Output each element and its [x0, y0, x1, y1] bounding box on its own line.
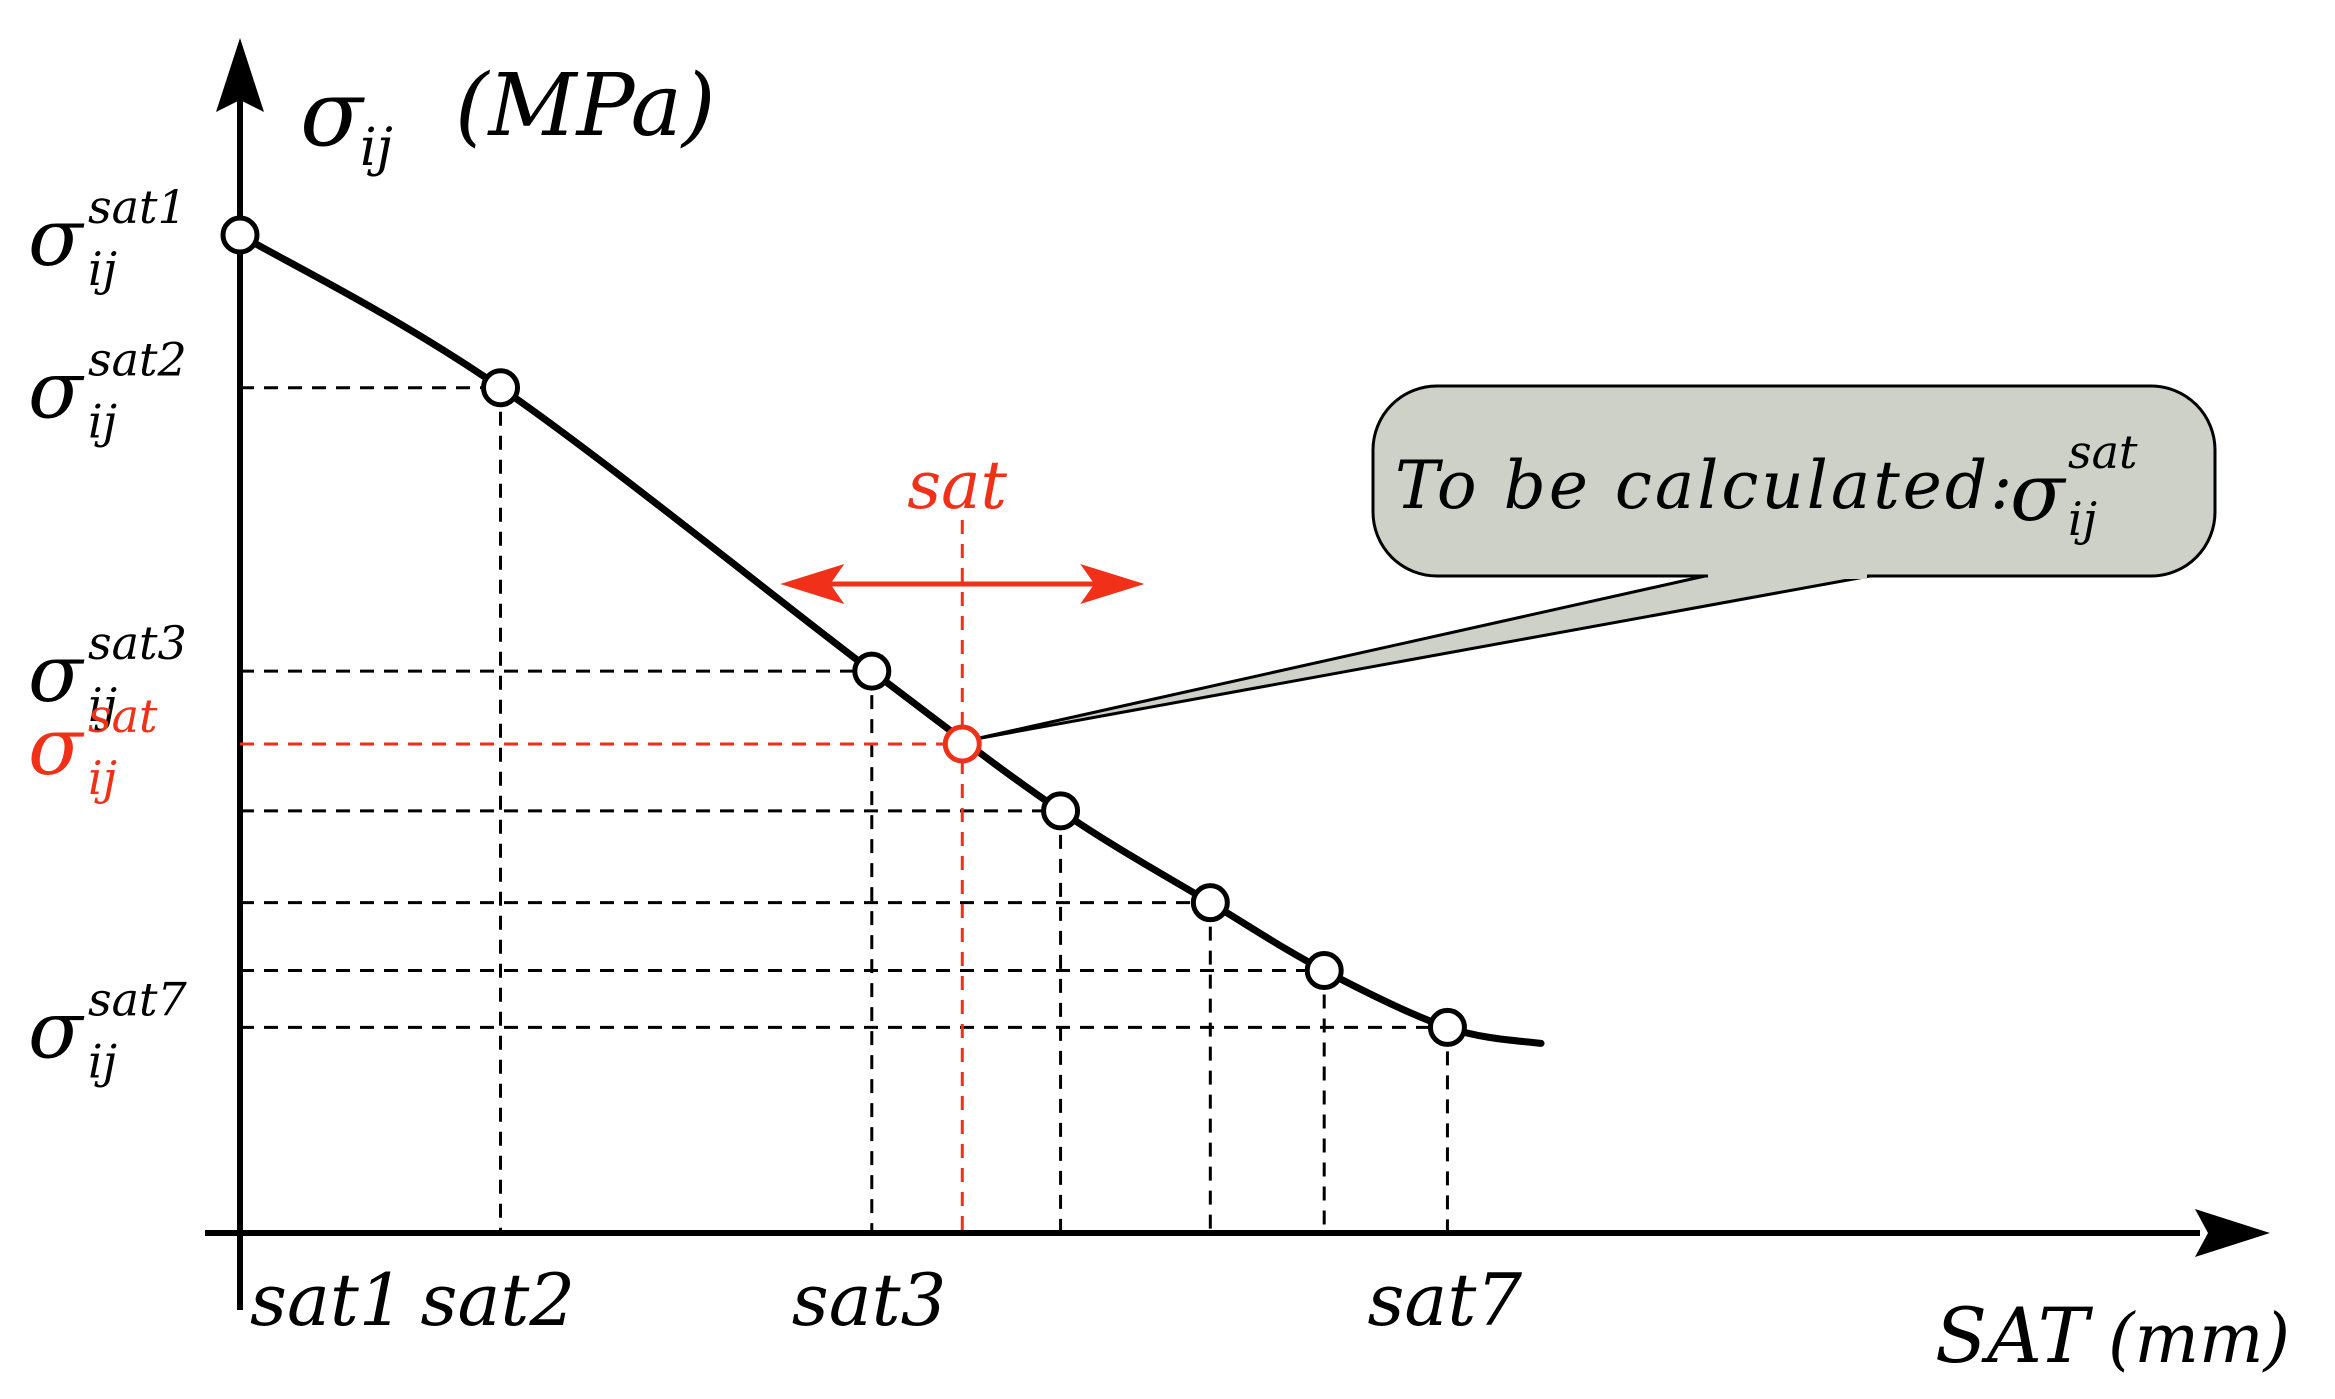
- guide-lines: [240, 386, 1449, 1233]
- x-axis-arrowhead: [2195, 1209, 2270, 1257]
- x-label-sat7: sat7: [1367, 1258, 1522, 1342]
- y-axis-symbol: σ: [300, 60, 365, 167]
- y-label-sat3-superscript: sat3: [88, 616, 187, 670]
- callout-symbol: σ: [2010, 446, 2067, 539]
- x-axis-labels: sat1 sat2 sat3 sat7: [250, 1258, 1522, 1342]
- y-label-sat7-subscript: ij: [88, 1034, 117, 1088]
- stress-curve: [236, 231, 1545, 1047]
- target-indicator: sat: [780, 447, 1145, 604]
- y-label-sat2: σ sat2 ij: [28, 333, 187, 449]
- target-arrow-left-head: [780, 564, 845, 604]
- axes: [205, 38, 2270, 1310]
- callout-tail: [968, 574, 1872, 742]
- y-label-sat1-superscript: sat1: [88, 180, 187, 234]
- y-label-sat3-subscript: ij: [88, 678, 117, 732]
- y-label-target: σ sat ij: [28, 689, 158, 805]
- x-label-sat1: sat1: [250, 1258, 405, 1342]
- y-label-sat3: σ sat3 ij: [28, 616, 187, 732]
- target-arrow-right-head: [1080, 564, 1145, 604]
- marker-sat7: [1427, 1007, 1467, 1047]
- y-label-target-subscript: ij: [88, 751, 117, 805]
- marker-sat6: [1304, 951, 1344, 991]
- marker-target: [942, 724, 982, 764]
- y-label-target-symbol: σ: [28, 700, 85, 793]
- y-label-sat1: σ sat1 ij: [28, 180, 187, 296]
- marker-sat3: [852, 651, 892, 691]
- marker-sat4: [1041, 791, 1081, 831]
- y-label-sat2-subscript: ij: [88, 395, 117, 449]
- y-axis-arrowhead: [216, 38, 264, 112]
- y-label-target-superscript: sat: [88, 689, 158, 743]
- target-x-label: sat: [907, 447, 1007, 524]
- callout: To be calculated: σ sat ij: [968, 384, 2217, 742]
- y-axis-title: σ ij (MPa): [300, 56, 715, 178]
- y-label-sat7-symbol: σ: [28, 983, 85, 1076]
- y-axis-subscript: ij: [360, 118, 393, 178]
- x-axis-unit: (mm): [2108, 1300, 2290, 1379]
- y-label-sat1-symbol: σ: [28, 191, 85, 284]
- x-label-sat3: sat3: [792, 1258, 947, 1342]
- x-label-sat2: sat2: [421, 1258, 576, 1342]
- callout-text: To be calculated:: [1395, 447, 2015, 524]
- callout-superscript: sat: [2068, 425, 2138, 479]
- callout-subscript: ij: [2068, 492, 2097, 546]
- y-label-sat2-symbol: σ: [28, 344, 85, 437]
- y-label-sat3-symbol: σ: [28, 627, 85, 720]
- marker-sat1: [220, 215, 260, 255]
- y-label-sat1-subscript: ij: [88, 242, 117, 296]
- y-axis-unit: (MPa): [455, 56, 715, 156]
- marker-sat5: [1190, 883, 1230, 923]
- y-label-sat7: σ sat7 ij: [28, 972, 188, 1088]
- x-axis-label: SAT: [1935, 1291, 2094, 1380]
- y-label-sat7-superscript: sat7: [88, 972, 188, 1026]
- x-axis-title: SAT (mm): [1935, 1291, 2290, 1380]
- y-label-sat2-superscript: sat2: [88, 333, 187, 387]
- marker-sat2: [481, 368, 521, 408]
- sample-markers: [220, 215, 1467, 1047]
